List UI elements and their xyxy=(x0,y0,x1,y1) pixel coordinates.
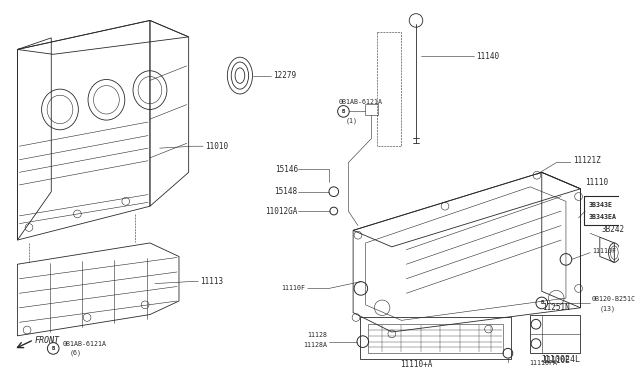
Text: 11110E: 11110E xyxy=(543,356,570,365)
Text: 11012GA: 11012GA xyxy=(264,206,297,215)
Text: 3B242: 3B242 xyxy=(602,225,625,234)
Text: 15146: 15146 xyxy=(275,165,298,174)
Text: 11113: 11113 xyxy=(200,277,223,286)
Text: 12279: 12279 xyxy=(273,71,296,80)
Text: B: B xyxy=(540,301,543,305)
Text: FRONT: FRONT xyxy=(35,336,60,345)
Text: 11128: 11128 xyxy=(307,332,327,338)
Text: 11251N: 11251N xyxy=(543,303,570,312)
Text: 11010: 11010 xyxy=(205,142,228,151)
Text: (13): (13) xyxy=(600,305,616,312)
Text: 0B1AB-6121A: 0B1AB-6121A xyxy=(339,99,383,105)
Text: (1): (1) xyxy=(346,118,357,124)
Text: 11110: 11110 xyxy=(586,177,609,186)
Text: 11140: 11140 xyxy=(476,52,499,61)
Text: 11128A: 11128A xyxy=(303,341,327,347)
Text: (6): (6) xyxy=(70,350,82,356)
Text: 3B343EA: 3B343EA xyxy=(588,214,616,220)
Text: B: B xyxy=(342,109,345,114)
Text: 11110F: 11110F xyxy=(282,285,306,291)
Text: 0B120-B251C: 0B120-B251C xyxy=(592,296,636,302)
Text: J110024L: J110024L xyxy=(540,355,580,363)
Text: 11121Z: 11121Z xyxy=(573,156,600,165)
Text: 3B343E: 3B343E xyxy=(588,202,612,208)
Text: B: B xyxy=(52,346,55,351)
Text: 11110FA: 11110FA xyxy=(529,360,557,366)
Text: 11110+A: 11110+A xyxy=(400,360,432,369)
Text: 11110F: 11110F xyxy=(592,248,616,254)
Text: 0B1AB-6121A: 0B1AB-6121A xyxy=(63,341,107,347)
Text: 15148: 15148 xyxy=(274,187,297,196)
